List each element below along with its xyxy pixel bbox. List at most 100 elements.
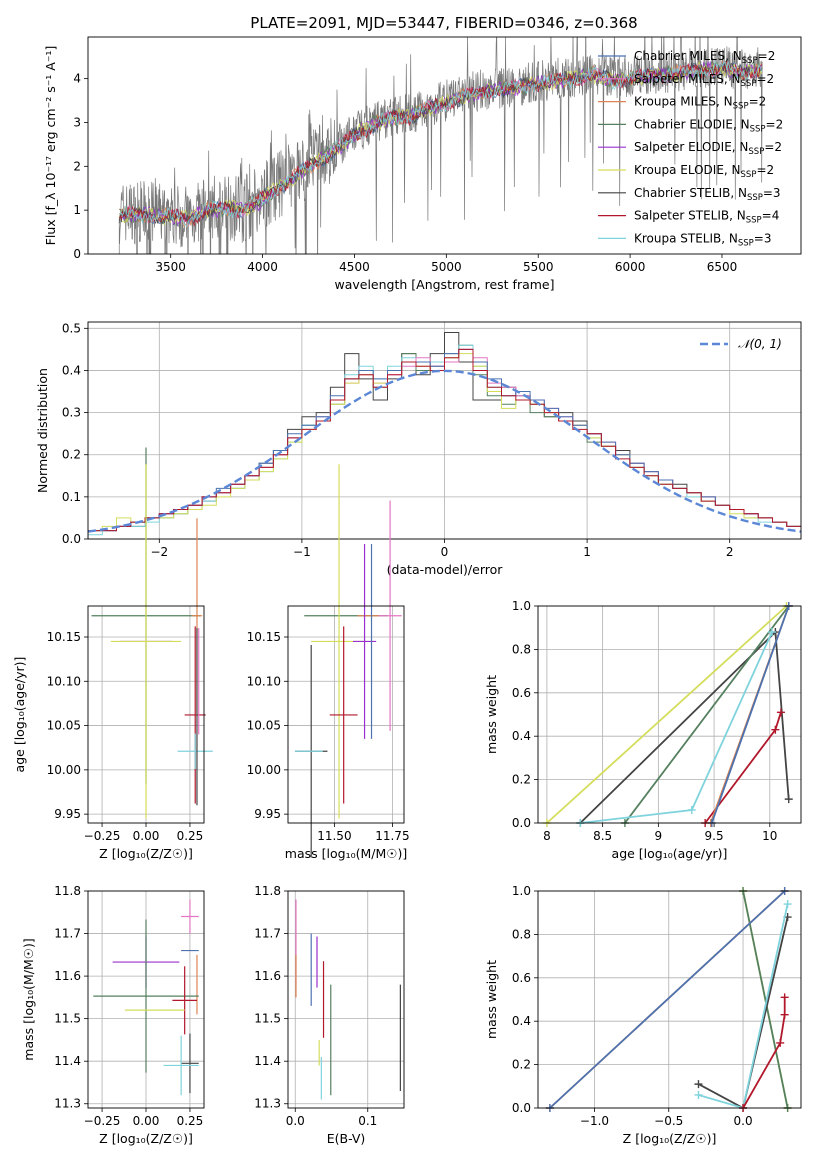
y-tick-label: 0.8 <box>512 642 531 656</box>
gaussian-legend-label: 𝒩(0, 1) <box>738 337 782 351</box>
z-weight-frame <box>537 890 802 1109</box>
y-tick-label: 10.15 <box>247 630 281 644</box>
residual-histograms <box>88 332 801 539</box>
residuals-y-axis-label: Normed distribution <box>35 368 50 493</box>
x-tick-label: −1.0 <box>580 1114 609 1128</box>
y-tick-label: 11.5 <box>254 1012 281 1026</box>
weight-line-salpeter-stelib <box>742 997 786 1109</box>
age-weight-lines <box>542 602 793 827</box>
y-tick-label: 0.2 <box>62 448 81 462</box>
z-age-frame <box>87 605 205 824</box>
y-tick-label: 11.3 <box>54 1097 81 1111</box>
x-axis-label: Z [log₁₀(Z/Z☉)] <box>99 1131 193 1146</box>
weight-line-chabrier-stelib <box>579 630 790 824</box>
z-weight-axes: −1.0 −0.5 0.0 0.0 0.2 0.4 0.6 0.8 1.0 Z [log₁₀(Z/… <box>512 884 801 1146</box>
y-tick-label: 0.2 <box>512 1058 531 1072</box>
x-tick-label: 8.5 <box>593 829 612 843</box>
legend-entry: Chabrier ELODIE, NSSP=2 <box>634 117 783 134</box>
y-tick-label: 11.8 <box>254 884 281 898</box>
weight-marker <box>771 725 780 734</box>
y-tick-label: 11.5 <box>54 1012 81 1026</box>
y-tick-label: 2 <box>73 159 81 173</box>
x-tick-label: 0.0 <box>286 1114 305 1128</box>
z-age-y-axis-label: age [log₁₀(age/yr)] <box>12 657 27 773</box>
y-tick-label: 0 <box>73 247 81 261</box>
gaussian-curve <box>88 369 801 533</box>
z-age-points <box>91 447 213 819</box>
z-mass-axes: −0.25 0.00 0.25 11.3 11.4 11.5 11.6 11.7 11.8 Z [… <box>54 884 204 1146</box>
legend-entry: Kroupa ELODIE, NSSP=2 <box>634 163 774 180</box>
legend-entry: Salpeter ELODIE, NSSP=2 <box>634 140 782 157</box>
ebv-mass-axes: 0.0 0.1 11.3 11.4 11.5 11.6 11.7 11.8 E(B-V) <box>254 884 404 1146</box>
x-tick-label: 6500 <box>707 260 738 274</box>
y-tick-label: 10.10 <box>247 674 281 688</box>
weight-marker <box>768 628 777 637</box>
y-tick-label: 11.6 <box>54 969 81 983</box>
y-tick-label: 10.05 <box>247 719 281 733</box>
y-tick-label: 0.4 <box>62 363 81 377</box>
ebv-mass-frame <box>287 890 405 1109</box>
mass-age-axes: 11.50 11.75 9.95 10.00 10.05 10.10 10.15 mass [… <box>247 606 410 861</box>
legend-entry: Salpeter MILES, NSSP=2 <box>634 72 774 89</box>
weight-line-chabrier-elodie <box>742 890 789 1109</box>
x-axis-label: Z [log₁₀(Z/Z☉)] <box>623 1131 717 1146</box>
weight-line-chabrier-elodie <box>624 605 790 824</box>
weight-line-chabrier-miles <box>549 890 786 1109</box>
model-line-kroupa-stelib <box>118 60 763 228</box>
legend-entry: Kroupa STELIB, NSSP=3 <box>634 231 772 248</box>
x-tick-label: 5500 <box>523 260 554 274</box>
y-tick-label: 11.4 <box>54 1054 81 1068</box>
y-tick-label: 11.7 <box>54 927 81 941</box>
legend-entry: Kroupa MILES, NSSP=2 <box>634 95 766 112</box>
y-tick-label: 10.00 <box>247 763 281 777</box>
spectrum-legend: Chabrier MILES, NSSP=2 Salpeter MILES, NS… <box>598 49 783 248</box>
x-tick-label: 6000 <box>615 260 646 274</box>
ebv-mass-points <box>295 899 401 1100</box>
legend-entry: Chabrier STELIB, NSSP=3 <box>634 186 781 203</box>
y-tick-label: 10.00 <box>47 763 81 777</box>
y-tick-label: 0.0 <box>512 1101 531 1115</box>
weight-marker <box>776 708 785 717</box>
mass-age-frame <box>287 605 405 824</box>
x-tick-label: 0.00 <box>133 829 160 843</box>
x-tick-label: 0.25 <box>177 829 204 843</box>
weight-marker <box>780 1010 789 1019</box>
y-tick-label: 0.3 <box>62 406 81 420</box>
y-tick-label: 10.15 <box>47 630 81 644</box>
y-tick-label: 11.8 <box>54 884 81 898</box>
x-axis-label: wavelength [Angstrom, rest frame] <box>334 277 554 292</box>
weight-marker <box>783 900 792 909</box>
x-tick-label: 11.75 <box>375 829 409 843</box>
x-tick-label: −0.25 <box>84 1114 121 1128</box>
spectrum-y-axis-label: Flux [f_λ 10⁻¹⁷ erg cm⁻² s⁻¹ A⁻¹] <box>43 46 58 246</box>
y-tick-label: 1.0 <box>512 599 531 613</box>
y-tick-label: 0.8 <box>512 927 531 941</box>
y-tick-label: 0.4 <box>512 729 531 743</box>
x-tick-label: 0.0 <box>734 1114 753 1128</box>
age-weight-y-axis-label: mass weight <box>484 675 499 754</box>
weight-line-kroupa-elodie <box>546 605 788 824</box>
x-tick-label: −2 <box>150 545 168 559</box>
y-tick-label: 0.6 <box>512 971 531 985</box>
x-axis-label: age [log₁₀(age/yr)] <box>612 846 728 861</box>
z-mass-y-axis-label: mass [log₁₀(M/M☉)] <box>21 938 36 1060</box>
x-tick-label: 0.00 <box>133 1114 160 1128</box>
weight-marker <box>776 1038 785 1047</box>
y-tick-label: 0.0 <box>62 532 81 546</box>
y-tick-label: 11.4 <box>254 1054 281 1068</box>
y-tick-label: 11.7 <box>254 927 281 941</box>
x-tick-label: 0 <box>441 545 449 559</box>
residuals-frame <box>87 321 802 540</box>
z-weight-y-axis-label: mass weight <box>484 960 499 1039</box>
age-weight-frame <box>537 605 802 824</box>
y-tick-label: 4 <box>73 72 81 86</box>
figure-title: PLATE=2091, MJD=53447, FIBERID=0346, z=0… <box>250 14 637 32</box>
spectrum-lines <box>118 37 763 254</box>
y-tick-label: 1 <box>73 203 81 217</box>
weight-line-chabrier-miles <box>710 605 790 824</box>
x-tick-label: 5000 <box>431 260 462 274</box>
y-tick-label: 1.0 <box>512 884 531 898</box>
y-tick-label: 0.5 <box>62 321 81 335</box>
x-axis-label: mass [log₁₀(M/M☉)] <box>285 846 407 861</box>
